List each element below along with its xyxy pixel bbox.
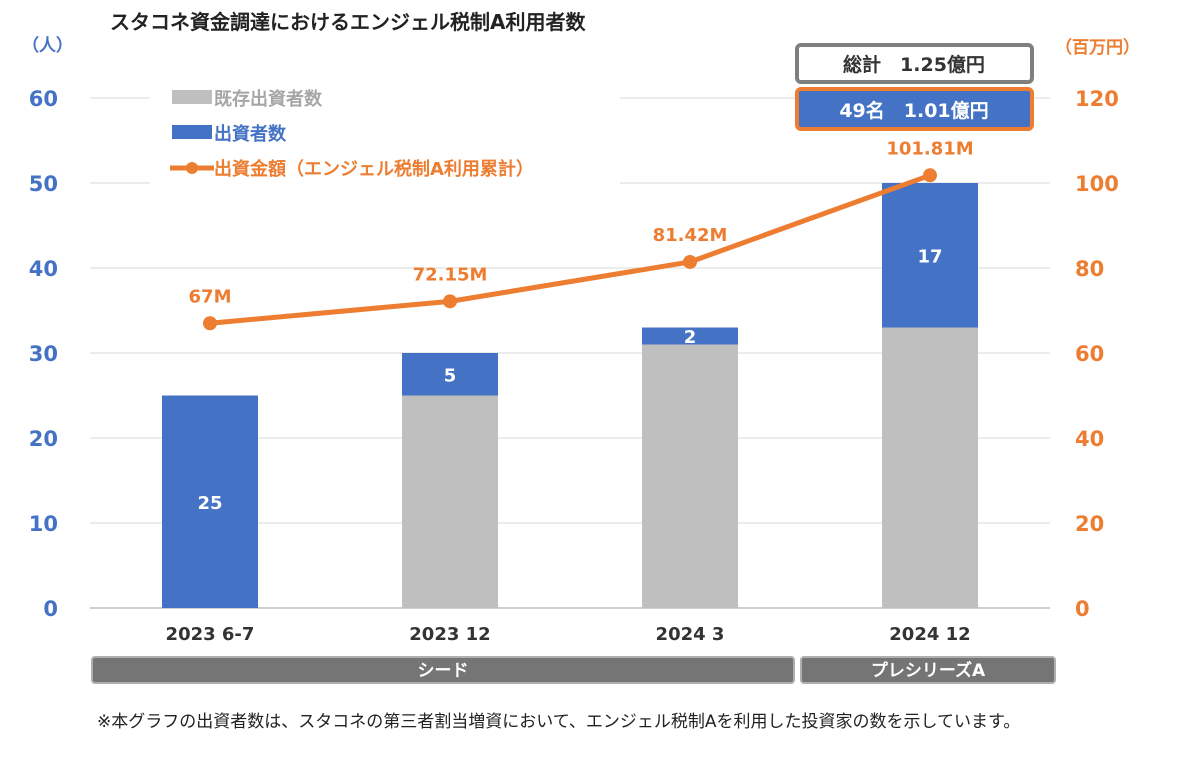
current-box-text: 49名 1.01億円 [839, 99, 988, 122]
left-y-tick-label: 40 [29, 257, 58, 281]
phase-seed: シード [91, 656, 795, 684]
amount-data-label: 81.42M [653, 225, 728, 246]
right-y-tick-label: 60 [1075, 342, 1104, 366]
right-y-tick-label: 40 [1075, 427, 1104, 451]
amount-point [203, 316, 217, 331]
legend-swatch-investors [172, 125, 212, 139]
right-y-tick-label: 120 [1075, 87, 1119, 111]
right-y-tick-label: 0 [1075, 597, 1090, 621]
right-y-tick-label: 20 [1075, 512, 1104, 536]
bar-existing-investors [642, 344, 738, 608]
bar-new-investors [642, 327, 738, 345]
current-box: 49名 1.01億円 [795, 87, 1034, 131]
left-y-tick-label: 20 [29, 427, 58, 451]
x-tick-label: 2023 12 [409, 624, 490, 645]
bar-data-label: 2 [684, 327, 697, 348]
bar-data-label: 17 [917, 246, 942, 267]
total-box-text: 総計 1.25億円 [843, 53, 985, 76]
amount-point [923, 168, 937, 183]
footnote: ※本グラフの出資者数は、スタコネの第三者割当増資において、エンジェル税制Aを利用… [97, 712, 1021, 732]
phase-pre-series-a: プレシリーズA [800, 656, 1056, 684]
bar-data-label: 5 [444, 365, 457, 386]
chart-title: スタコネ資金調達におけるエンジェル税制A利用者数 [110, 10, 586, 34]
bars: 25 5 2 17 [162, 183, 978, 608]
bar-existing-investors [882, 327, 978, 608]
left-y-tick-label: 50 [29, 172, 58, 196]
amount-data-label: 67M [189, 286, 232, 307]
phase-seed-label: シード [418, 661, 469, 681]
x-tick-label: 2023 6-7 [166, 624, 255, 645]
amount-data-label: 101.81M [886, 138, 973, 159]
right-y-tick-label: 100 [1075, 172, 1119, 196]
legend-label-existing: 既存出資者数 [214, 88, 323, 110]
right-y-tick-label: 80 [1075, 257, 1104, 281]
legend-swatch-existing [172, 90, 212, 104]
x-axis: 2023 6-7 2023 12 2024 3 2024 12 [166, 624, 971, 645]
left-y-tick-label: 0 [43, 597, 58, 621]
legend-label-amount: 出資金額（エンジェル税制A利用累計） [214, 158, 534, 180]
amount-point [683, 254, 697, 269]
legend-background [150, 76, 620, 186]
amount-line [209, 172, 931, 326]
left-y-tick-label: 60 [29, 87, 58, 111]
bar-new-investors [162, 395, 258, 608]
phase-pre-series-a-label: プレシリーズA [871, 660, 986, 681]
left-y-axis: 0 10 20 30 40 50 60 [29, 87, 58, 621]
bar-existing-investors [402, 395, 498, 608]
left-y-tick-label: 30 [29, 342, 58, 366]
x-tick-label: 2024 12 [889, 624, 970, 645]
total-box: 総計 1.25億円 [795, 43, 1034, 84]
right-axis-unit: （百万円） [1055, 37, 1140, 58]
line-series: 67M 72.15M 81.42M 101.81M [189, 138, 974, 331]
bar-new-investors [402, 353, 498, 396]
legend-label-investors: 出資者数 [214, 123, 287, 145]
legend: 既存出資者数 出資者数 出資金額（エンジェル税制A利用累計） [150, 76, 620, 186]
x-tick-label: 2024 3 [656, 624, 725, 645]
legend-swatch-amount-marker [186, 162, 198, 174]
right-y-axis: 0 20 40 60 80 100 120 [1075, 87, 1119, 621]
amount-data-label: 72.15M [413, 264, 488, 285]
amount-point [443, 294, 457, 309]
left-axis-unit: （人） [22, 35, 73, 56]
bar-data-label: 25 [197, 493, 222, 514]
left-y-tick-label: 10 [29, 512, 58, 536]
bar-new-investors [882, 183, 978, 328]
